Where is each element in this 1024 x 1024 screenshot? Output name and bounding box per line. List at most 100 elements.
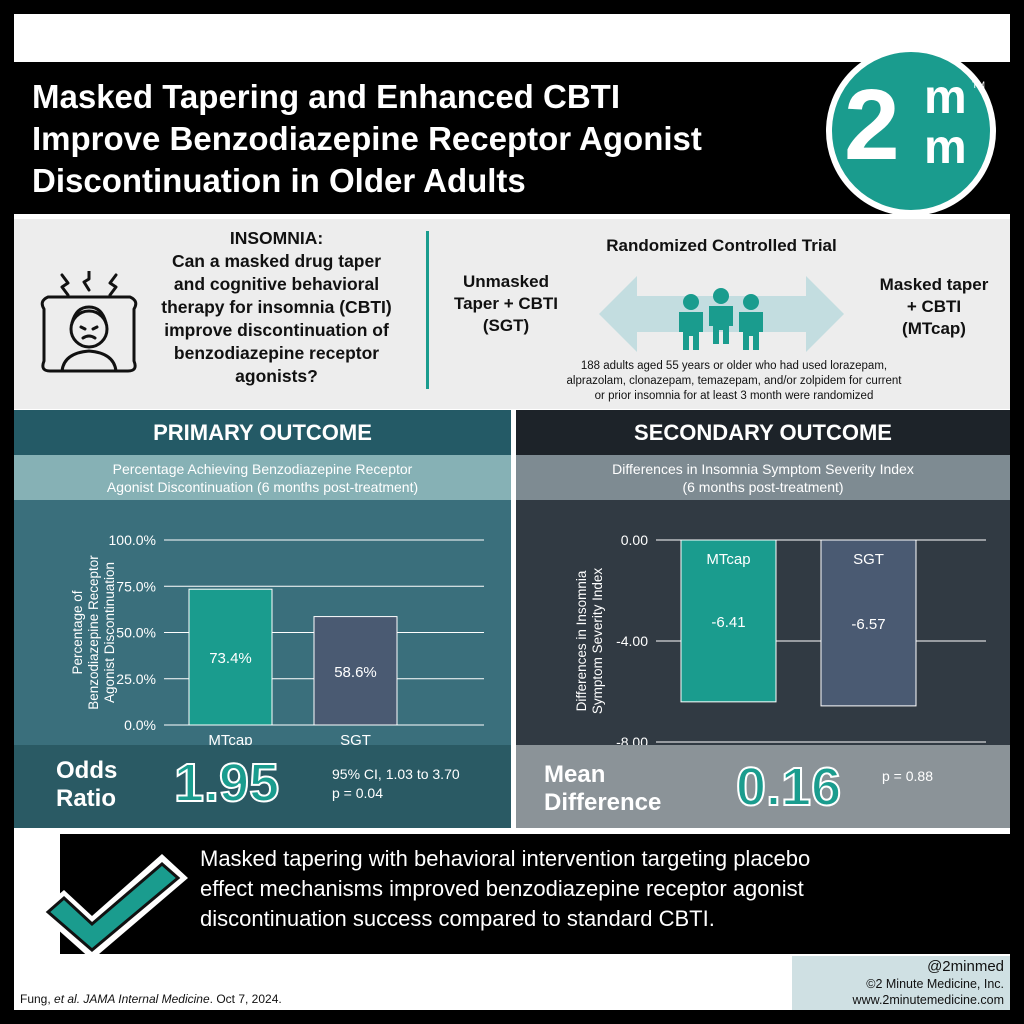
y-tick-label: 50.0% <box>116 625 156 641</box>
panel-heading: PRIMARY OUTCOME <box>14 410 511 455</box>
logo-trademark: TM <box>972 80 985 90</box>
randomization-arrow-icon <box>599 276 844 352</box>
conclusion-box: Masked tapering with behavioral interven… <box>60 834 1010 954</box>
bar <box>313 616 398 726</box>
intervention-arm-label: Masked taper + CBTI (MTcap) <box>859 274 1009 340</box>
page-title: Masked Tapering and Enhanced CBTI Improv… <box>32 76 832 202</box>
conclusion-line: discontinuation success compared to stan… <box>200 906 715 931</box>
social-handle: @2minmed <box>927 958 1004 975</box>
y-axis-label-line: Benzodiazepine Receptor <box>86 555 101 710</box>
question-line: Can a masked drug taper <box>171 251 382 271</box>
title-line: Discontinuation in Older Adults <box>32 162 526 199</box>
x-category-label: MTcap <box>706 551 750 568</box>
bar <box>188 588 273 726</box>
population-description: 188 adults aged 55 years or older who ha… <box>519 359 949 404</box>
chart-title-line: Percentage Achieving Benzodiazepine Rece… <box>112 461 413 477</box>
insomnia-person-icon <box>40 271 138 373</box>
odds-ratio-value: 1.95 <box>173 752 280 814</box>
bar-value-label: 58.6% <box>334 664 377 681</box>
conclusion-line: Masked tapering with behavioral interven… <box>200 846 811 871</box>
primary-outcome-panel: PRIMARY OUTCOME Percentage Achieving Ben… <box>14 410 511 828</box>
citation-author: Fung, <box>20 992 55 1006</box>
question-line: improve discontinuation of <box>164 320 389 340</box>
p-value-text: p = 0.04 <box>332 785 383 801</box>
conclusion-line: effect mechanisms improved benzodiazepin… <box>200 876 804 901</box>
conclusion-text: Masked tapering with behavioral interven… <box>200 844 1000 934</box>
ci-text: 95% CI, 1.03 to 3.70 <box>332 766 460 782</box>
description-line: alprazolam, clonazepam, temazepam, and/o… <box>566 375 902 387</box>
p-value-text: p = 0.88 <box>882 768 933 784</box>
x-category-label: MTcap <box>208 732 252 745</box>
brand-logo: 2 m m TM <box>826 46 996 216</box>
intro-section: INSOMNIA: Can a masked drug taper and co… <box>14 219 1010 409</box>
citation: Fung, et al. JAMA Internal Medicine. Oct… <box>20 992 282 1006</box>
research-question: INSOMNIA: Can a masked drug taper and co… <box>144 227 409 388</box>
bar-value-label: -6.41 <box>711 614 745 631</box>
logo-digit: 2 <box>844 69 900 181</box>
description-line: or prior insomnia for at least 3 month w… <box>594 390 874 402</box>
arm-line: (MTcap) <box>902 319 966 338</box>
website-link[interactable]: www.2minutemedicine.com <box>852 993 1004 1007</box>
y-tick-label: -4.00 <box>616 633 648 649</box>
chart-title-line: Differences in Insomnia Symptom Severity… <box>612 461 914 477</box>
question-line: therapy for insomnia (CBTI) <box>161 297 392 317</box>
credit-box: @2minmed ©2 Minute Medicine, Inc. www.2m… <box>792 956 1010 1010</box>
infographic: Masked Tapering and Enhanced CBTI Improv… <box>14 14 1010 1010</box>
divider <box>426 231 429 389</box>
chart-title: Percentage Achieving Benzodiazepine Rece… <box>14 455 511 500</box>
arm-line: (SGT) <box>482 316 530 335</box>
citation-journal: et al. JAMA Internal Medicine <box>54 992 210 1006</box>
logo-letter: m <box>924 71 967 124</box>
arm-line: Unmasked <box>463 272 549 291</box>
description-line: 188 adults aged 55 years or older who ha… <box>580 360 888 372</box>
chart-title-line: (6 months post-treatment) <box>682 479 844 495</box>
title-line: Improve Benzodiazepine Receptor Agonist <box>32 120 702 157</box>
mean-difference-value: 0.16 <box>735 756 842 818</box>
stat-label: Mean Difference <box>544 761 661 817</box>
title-line: Masked Tapering and Enhanced CBTI <box>32 78 620 115</box>
secondary-bar-chart: 0.00 -4.00 -8.00 Differences in InsomniaSym… <box>574 532 986 745</box>
y-axis-label-line: Agonist Discontinuation <box>102 562 117 703</box>
secondary-outcome-panel: SECONDARY OUTCOME Differences in Insomni… <box>516 410 1010 828</box>
question-line: agonists? <box>235 366 318 386</box>
y-tick-label: 75.0% <box>116 578 156 594</box>
copyright-text: ©2 Minute Medicine, Inc. <box>866 977 1004 991</box>
y-tick-label: 0.0% <box>124 717 156 733</box>
chart-title-line: Agonist Discontinuation (6 months post-t… <box>106 479 419 495</box>
citation-date: . Oct 7, 2024. <box>209 992 282 1006</box>
logo-letter: m <box>924 121 967 174</box>
people-icon <box>679 288 763 350</box>
chart-title: Differences in Insomnia Symptom Severity… <box>516 455 1010 500</box>
bar-value-label: -6.57 <box>851 616 885 633</box>
arm-line: Masked taper <box>879 275 989 294</box>
y-tick-label: -8.00 <box>616 734 648 745</box>
y-axis-label-line: Symptom Severity Index <box>590 568 605 715</box>
odds-ratio-box: Odds Ratio 1.95 95% CI, 1.03 to 3.70 p =… <box>14 745 511 828</box>
y-tick-label: 25.0% <box>116 671 156 687</box>
y-axis-label: Differences in InsomniaSymptom Severity … <box>574 568 605 715</box>
stat-label: Odds Ratio <box>56 757 117 813</box>
question-line: benzodiazepine receptor <box>173 343 380 363</box>
arm-line: Taper + CBTI <box>453 294 559 313</box>
stat-label-line: Mean <box>544 761 606 788</box>
trial-design-title: Randomized Controlled Trial <box>606 236 837 255</box>
y-axis-label: Percentage ofBenzodiazepine ReceptorAgon… <box>70 555 117 710</box>
stat-label-line: Difference <box>544 789 662 816</box>
bar <box>680 539 777 703</box>
question-line: INSOMNIA: <box>229 228 324 248</box>
stat-note: p = 0.88 <box>882 767 933 786</box>
checkmark-icon <box>38 854 188 960</box>
x-category-label: SGT <box>340 732 371 745</box>
arm-line: + CBTI <box>906 297 962 316</box>
stat-note: 95% CI, 1.03 to 3.70 p = 0.04 <box>332 765 460 803</box>
mean-difference-box: Mean Difference 0.16 p = 0.88 <box>516 745 1010 828</box>
bar-value-label: 73.4% <box>209 650 252 667</box>
stat-label-line: Odds <box>56 757 118 784</box>
y-tick-label: 100.0% <box>109 532 156 548</box>
primary-bar-chart: 0.0% 25.0% 50.0% 75.0% 100.0% Percentage ofBe… <box>70 532 484 745</box>
y-axis-label-line: Differences in Insomnia <box>574 570 589 711</box>
bar <box>820 539 917 707</box>
y-tick-label: 0.00 <box>621 532 648 548</box>
question-line: and cognitive behavioral <box>173 274 380 294</box>
stat-label-line: Ratio <box>56 785 116 812</box>
